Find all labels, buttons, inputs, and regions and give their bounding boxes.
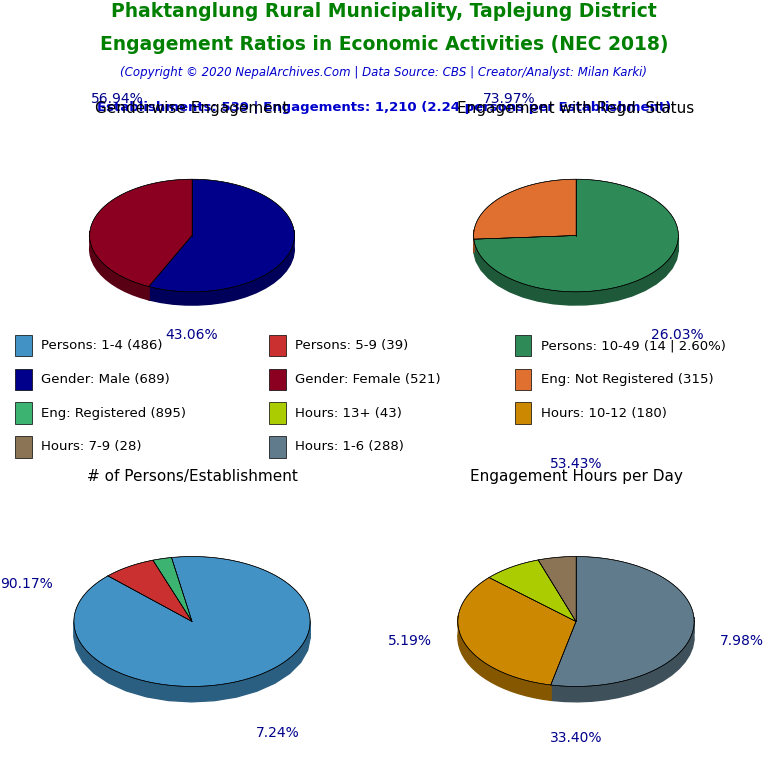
Text: Gender: Female (521): Gender: Female (521): [295, 373, 441, 386]
Polygon shape: [474, 237, 678, 305]
FancyBboxPatch shape: [269, 369, 286, 390]
Polygon shape: [551, 557, 694, 687]
Text: Hours: 1-6 (288): Hours: 1-6 (288): [295, 441, 404, 453]
Title: Genderwise Engagement: Genderwise Engagement: [95, 101, 289, 116]
Text: Persons: 5-9 (39): Persons: 5-9 (39): [295, 339, 408, 352]
Text: 43.06%: 43.06%: [166, 327, 218, 342]
Polygon shape: [149, 179, 294, 292]
Text: 7.98%: 7.98%: [720, 634, 764, 648]
Polygon shape: [538, 557, 576, 621]
FancyBboxPatch shape: [269, 402, 286, 424]
Text: Hours: 13+ (43): Hours: 13+ (43): [295, 407, 402, 419]
Polygon shape: [551, 617, 694, 702]
Text: Eng: Registered (895): Eng: Registered (895): [41, 407, 187, 419]
Text: 73.97%: 73.97%: [483, 92, 536, 106]
Polygon shape: [108, 560, 192, 621]
Polygon shape: [90, 231, 149, 300]
Polygon shape: [153, 558, 192, 621]
Title: Engagement with Regd. Status: Engagement with Regd. Status: [458, 101, 694, 116]
Polygon shape: [474, 179, 576, 239]
Text: 26.03%: 26.03%: [650, 327, 703, 342]
Text: Gender: Male (689): Gender: Male (689): [41, 373, 170, 386]
Text: Phaktanglung Rural Municipality, Taplejung District: Phaktanglung Rural Municipality, Tapleju…: [111, 2, 657, 21]
FancyBboxPatch shape: [15, 402, 32, 424]
Text: Persons: 10-49 (14 | 2.60%): Persons: 10-49 (14 | 2.60%): [541, 339, 726, 352]
Polygon shape: [458, 578, 576, 685]
Polygon shape: [74, 557, 310, 687]
FancyBboxPatch shape: [269, 335, 286, 356]
Polygon shape: [474, 179, 678, 292]
Text: 53.43%: 53.43%: [550, 457, 602, 471]
Text: 7.24%: 7.24%: [257, 727, 300, 740]
Polygon shape: [489, 560, 576, 621]
Title: # of Persons/Establishment: # of Persons/Establishment: [87, 469, 297, 485]
Text: Establishments: 539 | Engagements: 1,210 (2.24 persons per Establishment): Establishments: 539 | Engagements: 1,210…: [97, 101, 671, 114]
FancyBboxPatch shape: [269, 436, 286, 458]
Polygon shape: [74, 621, 310, 702]
Text: Hours: 10-12 (180): Hours: 10-12 (180): [541, 407, 667, 419]
Title: Engagement Hours per Day: Engagement Hours per Day: [469, 469, 683, 485]
FancyBboxPatch shape: [515, 369, 531, 390]
FancyBboxPatch shape: [15, 335, 32, 356]
FancyBboxPatch shape: [515, 335, 531, 356]
FancyBboxPatch shape: [15, 436, 32, 458]
Polygon shape: [149, 230, 294, 305]
Text: 33.40%: 33.40%: [550, 731, 602, 745]
Text: (Copyright © 2020 NepalArchives.Com | Data Source: CBS | Creator/Analyst: Milan : (Copyright © 2020 NepalArchives.Com | Da…: [121, 66, 647, 79]
FancyBboxPatch shape: [15, 369, 32, 390]
Text: Hours: 7-9 (28): Hours: 7-9 (28): [41, 441, 142, 453]
Text: 90.17%: 90.17%: [0, 577, 52, 591]
Text: 56.94%: 56.94%: [91, 92, 144, 106]
Text: 5.19%: 5.19%: [388, 634, 432, 648]
Text: Engagement Ratios in Economic Activities (NEC 2018): Engagement Ratios in Economic Activities…: [100, 35, 668, 54]
Polygon shape: [458, 615, 551, 700]
Text: Eng: Not Registered (315): Eng: Not Registered (315): [541, 373, 713, 386]
Text: Persons: 1-4 (486): Persons: 1-4 (486): [41, 339, 163, 352]
Polygon shape: [90, 179, 192, 286]
FancyBboxPatch shape: [515, 402, 531, 424]
